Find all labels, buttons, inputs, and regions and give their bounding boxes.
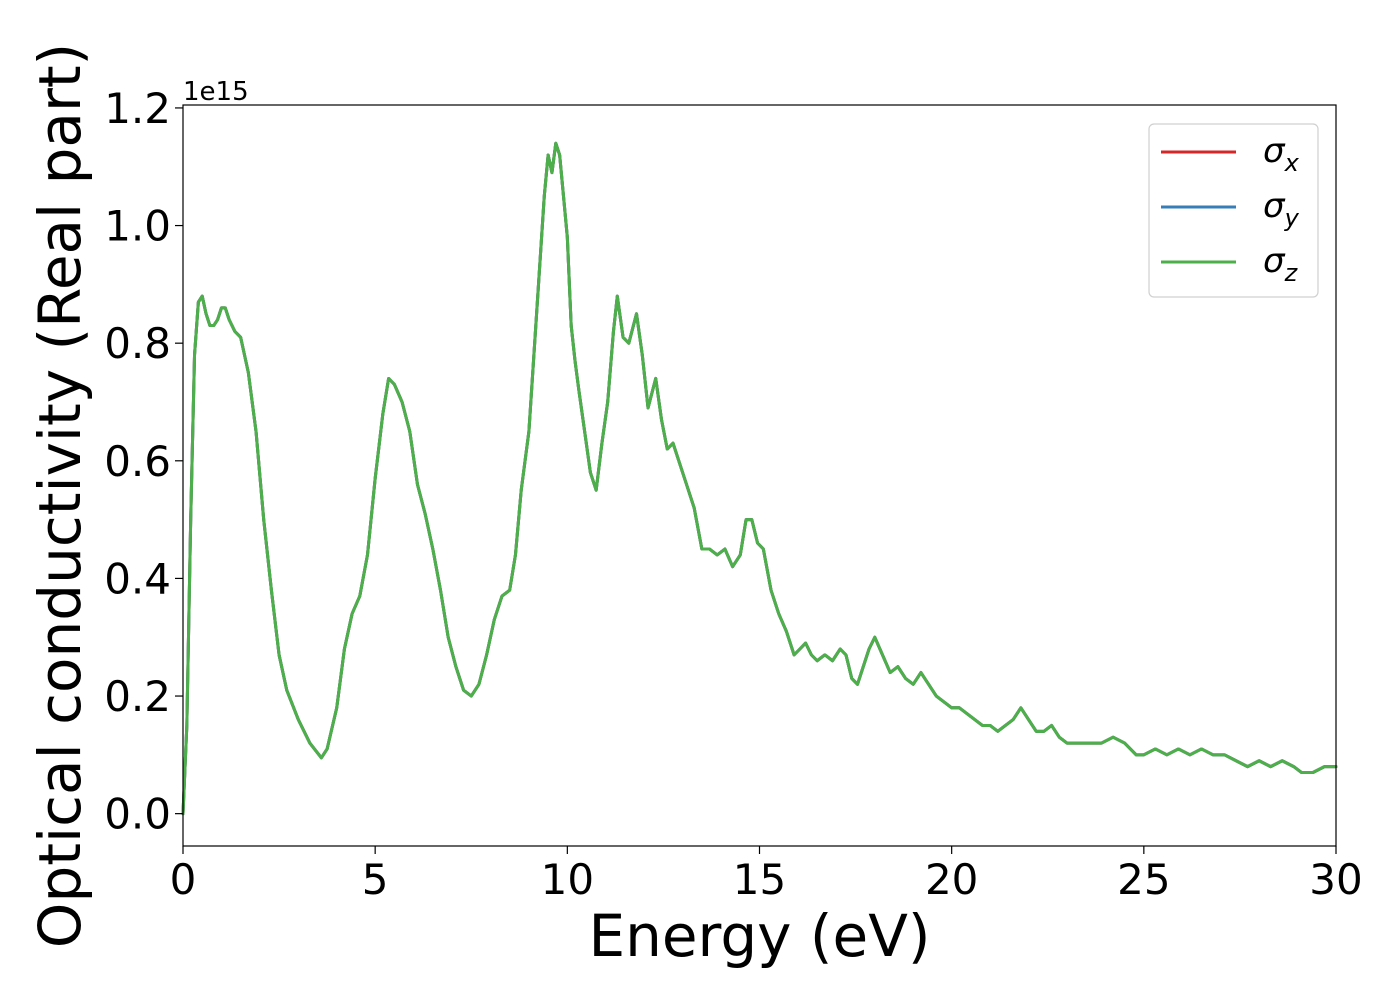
y-tick-label: 0.8 [104,319,171,368]
x-tick-label: 30 [1309,855,1362,904]
legend-box [1148,123,1319,298]
series-layer [181,141,1338,816]
x-axis-label: Energy (eV) [588,902,930,970]
y-axis-ticks: 0.0 0.2 0.4 0.6 0.8 1.0 1.2 [104,84,183,839]
legend-label-y: σy [1263,186,1300,232]
x-tick-label: 5 [362,855,389,904]
x-tick-label: 15 [733,855,786,904]
y-axis-label: Optical conductivity (Real part) [26,43,94,948]
y-tick-label: 0.6 [104,437,171,486]
legend-label-x: σx [1263,131,1300,177]
y-offset-label: 1e15 [183,77,249,107]
legend-label-z: σz [1263,241,1299,287]
y-tick-label: 1.0 [104,202,171,251]
series-line-z [181,141,1338,816]
x-tick-label: 20 [925,855,978,904]
x-tick-label: 0 [170,855,197,904]
y-tick-label: 0.4 [104,554,171,603]
y-tick-label: 0.0 [104,790,171,839]
x-axis-ticks: 0 5 10 15 20 25 30 [170,846,1363,904]
legend: σx σy σz [1148,123,1319,298]
y-tick-label: 0.2 [104,672,171,721]
x-tick-label: 10 [541,855,594,904]
x-tick-label: 25 [1117,855,1170,904]
y-tick-label: 1.2 [104,84,171,133]
